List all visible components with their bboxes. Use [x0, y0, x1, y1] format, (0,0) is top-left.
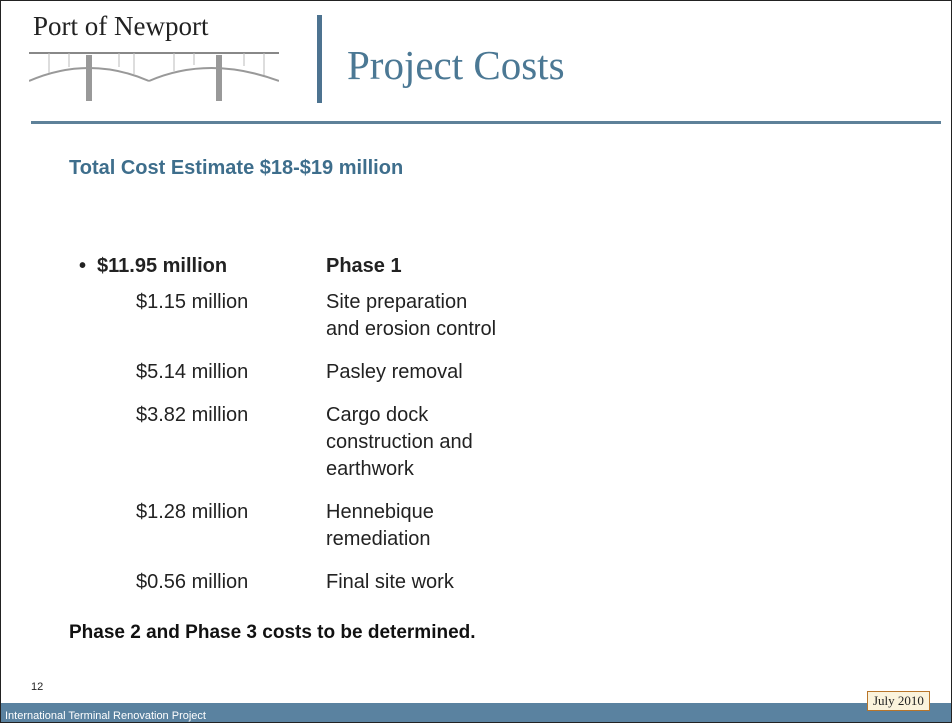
item-description: and erosion control — [326, 318, 497, 340]
slide-title: Project Costs — [347, 42, 565, 88]
bullet: • — [79, 255, 87, 277]
item-amount: $5.14 million — [136, 361, 249, 383]
subtitle: Total Cost Estimate $18-$19 million — [69, 157, 404, 179]
footer-date: July 2010 — [867, 691, 930, 711]
footer-bar — [1, 703, 951, 722]
item-amount: $3.82 million — [136, 404, 249, 426]
item-description: Site preparation — [326, 291, 468, 313]
header-rule — [31, 121, 941, 124]
item-amount: $1.15 million — [136, 291, 249, 313]
item-description: remediation — [326, 528, 431, 550]
item-amount: $1.28 million — [136, 501, 249, 523]
item-description: construction and — [326, 431, 473, 453]
summary-label: Phase 1 — [326, 255, 402, 277]
title-divider — [317, 15, 322, 103]
summary-amount: $11.95 million — [97, 255, 228, 277]
item-description: Cargo dock — [326, 404, 429, 426]
footer-project: International Terminal Renovation Projec… — [5, 710, 206, 722]
page-number: 12 — [31, 681, 44, 693]
logo-bridge — [29, 52, 279, 101]
logo-text: Port of Newport — [33, 11, 209, 41]
item-description: Hennebique — [326, 501, 434, 523]
note: Phase 2 and Phase 3 costs to be determin… — [69, 622, 476, 643]
item-description: Pasley removal — [326, 361, 463, 383]
item-description: earthwork — [326, 458, 414, 480]
item-description: Final site work — [326, 571, 454, 593]
item-amount: $0.56 million — [136, 571, 249, 593]
